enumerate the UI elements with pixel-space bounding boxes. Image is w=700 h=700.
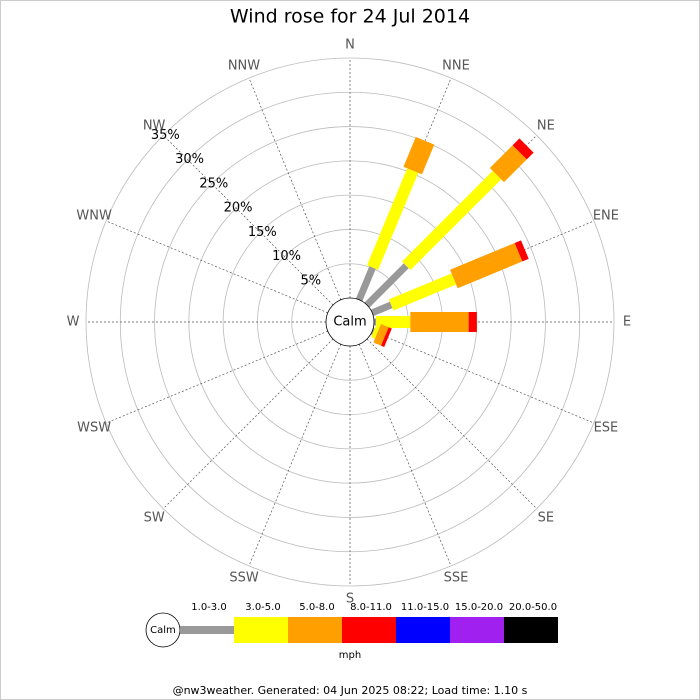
rose-segment: [373, 324, 389, 346]
rose-segment: [512, 138, 534, 160]
direction-label: ESE: [594, 421, 619, 436]
direction-label: SSE: [444, 570, 469, 585]
grid-ring: [85, 57, 615, 587]
rose-segment: [450, 242, 523, 289]
legend-label: 8.0-11.0: [350, 602, 392, 613]
r-tick-label: 25%: [199, 176, 228, 191]
legend-swatch: [396, 617, 450, 643]
rose-segment: [403, 136, 435, 175]
rose-segment: [402, 170, 502, 270]
r-tick-label: 15%: [248, 225, 277, 240]
direction-label: NNE: [442, 59, 470, 74]
legend-label: 3.0-5.0: [245, 602, 280, 613]
grid-ring: [154, 126, 546, 518]
legend-swatch: [288, 617, 342, 643]
legend-swatch: [234, 617, 288, 643]
legend-unit: mph: [339, 650, 361, 661]
r-tick-label: 35%: [151, 128, 180, 143]
legend-label: 1.0-3.0: [191, 602, 226, 613]
r-tick-label: 30%: [175, 152, 204, 167]
bars: [355, 136, 534, 347]
chart-title: Wind rose for 24 Jul 2014: [230, 6, 470, 28]
direction-label: WNW: [76, 208, 112, 223]
rose-segment: [370, 301, 393, 317]
direction-label: W: [67, 315, 80, 330]
legend-label: 5.0-8.0: [299, 602, 334, 613]
direction-label: ENE: [593, 208, 619, 223]
rose-segment: [371, 326, 380, 339]
direction-label: SE: [538, 510, 554, 525]
direction-label: NNW: [228, 59, 260, 74]
calm-circle: [325, 297, 375, 347]
direction-label: SW: [144, 510, 165, 525]
rose-segment: [388, 273, 457, 311]
grid: 5%10%15%20%25%30%35%NNNENEENEEESESESSESS…: [67, 38, 632, 607]
legend-label: 20.0-50.0: [509, 602, 557, 613]
r-tick-label: 5%: [300, 273, 321, 288]
direction-label: NE: [537, 119, 555, 134]
legend-swatch: [450, 617, 504, 643]
rose-segment: [364, 263, 409, 308]
direction-label: S: [346, 592, 354, 607]
calm-label: Calm: [333, 315, 366, 330]
rose-segment: [381, 327, 392, 347]
r-tick-label: 20%: [224, 201, 253, 216]
direction-label: E: [623, 315, 631, 330]
direction-label: SSW: [229, 570, 259, 585]
legend-calm-label: Calm: [150, 625, 176, 636]
legend-swatch: [342, 617, 396, 643]
legend-label: 11.0-15.0: [401, 602, 449, 613]
rose-segment: [489, 145, 527, 183]
rose-segment: [367, 168, 419, 270]
rose-segment: [355, 266, 376, 302]
rose-segment: [514, 240, 529, 262]
legend-swatch: [180, 626, 234, 634]
legend: Calm mph 1.0-3.0 3.0-5.0 5.0-8.0 8.0-11.0 11…: [145, 602, 558, 661]
direction-label: NW: [143, 119, 166, 134]
r-tick-label: 10%: [272, 249, 301, 264]
direction-label: WSW: [77, 421, 111, 436]
legend-label: 15.0-20.0: [455, 602, 503, 613]
footer: @nw3weather. Generated: 04 Jun 2025 08:2…: [173, 684, 528, 697]
direction-label: N: [345, 38, 355, 53]
legend-swatch: [504, 617, 558, 643]
